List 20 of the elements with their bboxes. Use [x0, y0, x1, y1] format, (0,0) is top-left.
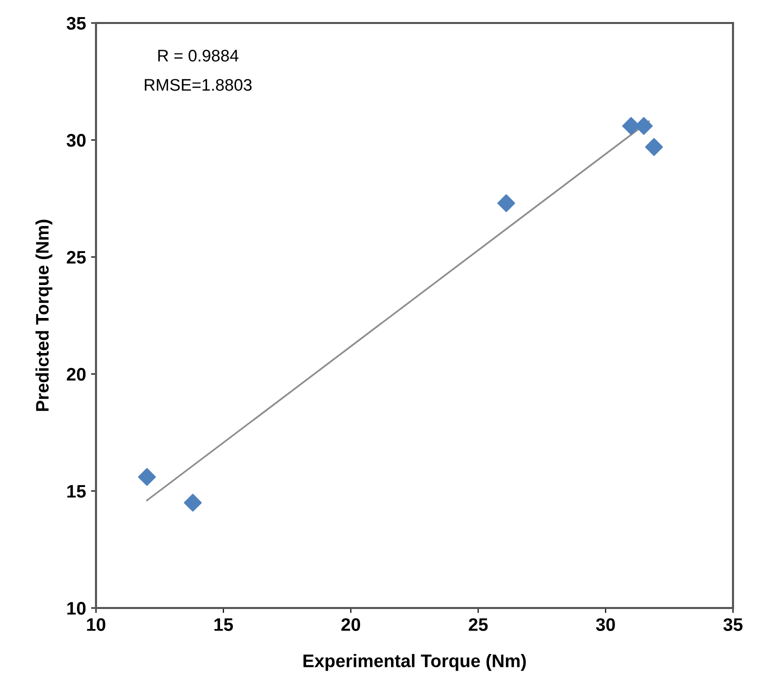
- x-tick-label: 30: [596, 618, 615, 632]
- point: [138, 468, 156, 486]
- y-tick-label: 25: [66, 250, 86, 264]
- point: [645, 138, 663, 156]
- x-tick-label: 35: [723, 618, 743, 632]
- y-tick-label: 35: [66, 16, 86, 30]
- annotation: R = 0.9884: [158, 50, 238, 62]
- annotation: RMSE=1.8803: [144, 79, 252, 91]
- x-tick-label: 10: [87, 618, 106, 631]
- x-tick-label: 15: [214, 618, 233, 631]
- point: [497, 194, 516, 212]
- x-tick-label: 20: [341, 618, 360, 631]
- x-axis-title: Experimental Torque (Nm): [304, 654, 526, 671]
- y-axis-title: Predicted Torque (Nm): [35, 220, 52, 411]
- y-tick-label: 20: [66, 368, 86, 381]
- y-tick-label: 15: [67, 485, 86, 498]
- x-tick-label: 25: [468, 618, 488, 631]
- y-tick-label: 30: [66, 134, 86, 147]
- point: [184, 494, 202, 512]
- y-tick-label: 10: [67, 602, 86, 615]
